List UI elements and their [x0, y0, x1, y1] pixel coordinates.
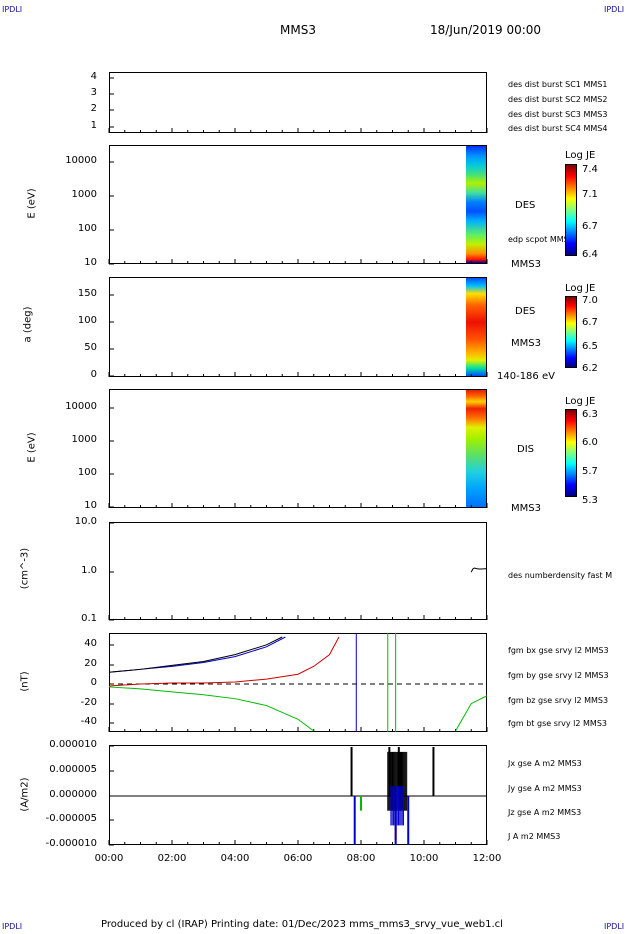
p2-right-label: DES — [515, 200, 536, 211]
p6-legend-bt: fgm bt gse srvy l2 MMS3 — [508, 719, 607, 728]
spacecraft-title: MMS3 — [280, 23, 316, 37]
p2-right-label-3: MMS3 — [511, 259, 541, 270]
des-energy-spectrogram-data — [466, 146, 486, 263]
p3-ytick: 100 — [77, 315, 97, 326]
legend-sc3: des dist burst SC3 MMS3 — [508, 110, 608, 119]
p7-ytick: -0.000005 — [45, 813, 97, 824]
x-tick-label: 02:00 — [157, 853, 187, 864]
p6-ytick: 20 — [84, 658, 97, 669]
p2-cbar-tick: 6.7 — [582, 221, 598, 232]
panel-dis-energy-spectrogram — [109, 389, 487, 508]
p2-cbar-tick: 7.1 — [582, 189, 598, 200]
p3-ytick: 50 — [84, 342, 97, 353]
p7-legend-jx: Jx gse A m2 MMS3 — [508, 759, 582, 768]
footer-credit: Produced by cl (IRAP) Printing date: 01/… — [101, 919, 503, 930]
p4-right-label-3: MMS3 — [511, 503, 541, 514]
x-tick-label: 00:00 — [94, 853, 124, 864]
p6-legend-bz: fgm bz gse srvy l2 MMS3 — [508, 696, 609, 705]
p3-colorbar — [565, 296, 577, 368]
p4-cbar-tick: 6.0 — [582, 437, 598, 448]
x-tick-label: 10:00 — [409, 853, 439, 864]
bx-line — [108, 636, 340, 687]
p2-cbar-tick: 6.4 — [582, 249, 598, 260]
x-tick-label: 08:00 — [346, 853, 376, 864]
x-tick-label: 04:00 — [220, 853, 250, 864]
p4-cbar-tick: 6.3 — [582, 409, 598, 420]
legend-sc1: des dist burst SC1 MMS1 — [508, 80, 608, 89]
p6-ytick: 0 — [90, 677, 97, 688]
p3-right-label: DES — [515, 306, 536, 317]
p1-ytick: 3 — [90, 87, 97, 98]
p7-legend-jz: Jz gse A m2 MMS3 — [508, 808, 582, 817]
bz-line — [108, 636, 286, 673]
p4-right-label: DIS — [517, 444, 534, 455]
p2-ytick: 10000 — [65, 155, 97, 166]
p7-ytick: 0.000005 — [49, 764, 97, 775]
p6-ytick: 40 — [84, 638, 97, 649]
density-line — [470, 567, 488, 573]
p5-ytick: 1.0 — [81, 565, 97, 576]
p4-cbar-tick: 5.7 — [582, 466, 598, 477]
p3-cbar-tick: 6.7 — [582, 317, 598, 328]
p4-ytick: 100 — [77, 467, 97, 478]
p7-ytick: -0.000010 — [45, 838, 97, 849]
p2-right-label-2: edp scpot MMS3 — [508, 235, 574, 244]
bt-line — [108, 636, 283, 673]
corner-label-tr: IPDLI — [604, 5, 625, 14]
p4-colorbar — [565, 409, 577, 497]
p3-ytick: 150 — [77, 288, 97, 299]
p5-legend-density: des numberdensity fast M — [508, 571, 613, 580]
p5-ytick: 0.1 — [81, 613, 97, 624]
p3-ytick: 0 — [90, 369, 97, 380]
panel-des-energy-spectrogram — [109, 145, 487, 264]
p2-cbar-tick: 7.4 — [582, 164, 598, 175]
p6-ytick: -20 — [80, 697, 97, 708]
x-tick-label: 12:00 — [472, 853, 502, 864]
p6-ytick: -40 — [80, 716, 97, 727]
p4-cbar-title: Log JE — [565, 396, 596, 407]
date-title: 18/Jun/2019 00:00 — [430, 23, 542, 37]
p4-ytick: 10000 — [65, 401, 97, 412]
p4-cbar-tick: 5.3 — [582, 495, 598, 506]
x-tick-label: 06:00 — [283, 853, 313, 864]
p1-ytick: 2 — [90, 103, 97, 114]
p6-legend-bx: fgm bx gse srvy l2 MMS3 — [508, 646, 609, 655]
p3-right-label-2: MMS3 — [511, 338, 541, 349]
p4-ytick: 1000 — [71, 434, 97, 445]
p2-colorbar — [565, 164, 577, 256]
p3-cbar-title: Log JE — [565, 283, 596, 294]
p3-cbar-tick: 6.2 — [582, 363, 598, 374]
p6-legend-by: fgm by gse srvy l2 MMS3 — [508, 671, 609, 680]
corner-label-tl: IPDLI — [2, 5, 23, 14]
p2-ytick: 100 — [77, 223, 97, 234]
p4-ytick: 10 — [84, 500, 97, 511]
p2-ytick: 10 — [84, 257, 97, 268]
panel-magnetic-field — [109, 633, 487, 732]
p7-legend-jy: Jy gse A m2 MMS3 — [508, 784, 582, 793]
p2-cbar-title: Log JE — [565, 150, 596, 161]
p1-ytick: 4 — [90, 71, 97, 82]
by-line-late — [455, 695, 488, 732]
legend-sc2: des dist burst SC2 MMS2 — [508, 95, 608, 104]
corner-label-bl: IPDLI — [2, 922, 23, 931]
p3-cbar-tick: 6.5 — [582, 341, 598, 352]
des-pitch-angle-data — [466, 278, 486, 376]
p7-ytick: 0.000010 — [49, 739, 97, 750]
corner-label-br: IPDLI — [604, 922, 625, 931]
p3-right-label-3: 140-186 eV — [497, 371, 555, 382]
p2-ytick: 1000 — [71, 189, 97, 200]
p5-ytick: 10.0 — [74, 516, 97, 527]
p3-cbar-tick: 7.0 — [582, 295, 598, 306]
dis-energy-spectrogram-data — [466, 390, 486, 507]
legend-sc4: des dist burst SC4 MMS4 — [508, 124, 608, 133]
by-line — [108, 686, 315, 732]
p7-ytick: 0.000000 — [49, 789, 97, 800]
panel-current-density — [109, 745, 487, 845]
p1-ytick: 1 — [90, 120, 97, 131]
p7-legend-j: J A m2 MMS3 — [508, 832, 561, 841]
